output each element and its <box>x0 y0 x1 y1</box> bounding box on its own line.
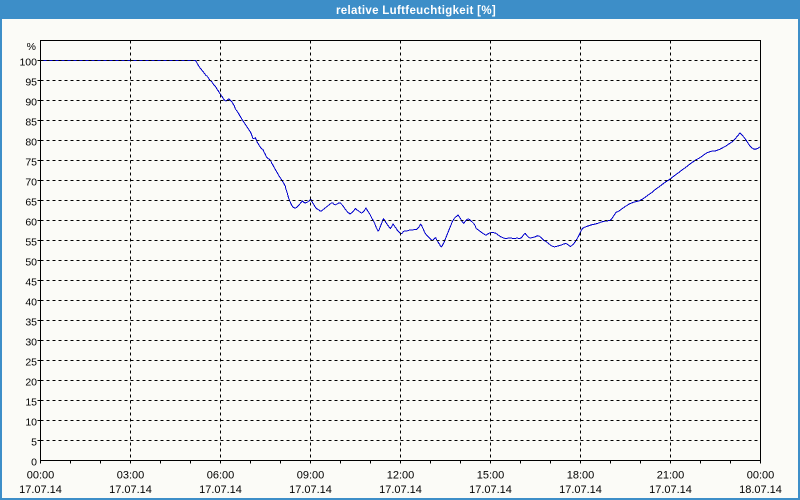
svg-text:35: 35 <box>25 317 37 329</box>
svg-text:17.07.14: 17.07.14 <box>199 484 242 496</box>
svg-text:17.07.14: 17.07.14 <box>19 484 62 496</box>
svg-text:30: 30 <box>25 337 37 349</box>
svg-text:21:00: 21:00 <box>657 470 685 482</box>
svg-text:65: 65 <box>25 197 37 209</box>
svg-text:15: 15 <box>25 397 37 409</box>
svg-text:45: 45 <box>25 277 37 289</box>
svg-text:17.07.14: 17.07.14 <box>379 484 422 496</box>
svg-text:80: 80 <box>25 137 37 149</box>
svg-text:18:00: 18:00 <box>567 470 595 482</box>
svg-text:40: 40 <box>25 297 37 309</box>
svg-text:90: 90 <box>25 97 37 109</box>
svg-text:17.07.14: 17.07.14 <box>109 484 152 496</box>
svg-text:17.07.14: 17.07.14 <box>469 484 512 496</box>
svg-text:20: 20 <box>25 377 37 389</box>
svg-text:06:00: 06:00 <box>207 470 235 482</box>
svg-text:10: 10 <box>25 417 37 429</box>
svg-text:03:00: 03:00 <box>117 470 145 482</box>
svg-text:09:00: 09:00 <box>297 470 325 482</box>
svg-text:70: 70 <box>25 177 37 189</box>
svg-text:55: 55 <box>25 237 37 249</box>
svg-text:relative Luftfeuchtigkeit [%]: relative Luftfeuchtigkeit [%] <box>336 5 496 17</box>
svg-text:15:00: 15:00 <box>477 470 505 482</box>
svg-text:%: % <box>27 41 36 53</box>
svg-text:85: 85 <box>25 117 37 129</box>
svg-text:17.07.14: 17.07.14 <box>649 484 692 496</box>
svg-text:17.07.14: 17.07.14 <box>559 484 602 496</box>
svg-text:17.07.14: 17.07.14 <box>289 484 332 496</box>
svg-text:100: 100 <box>19 57 37 69</box>
svg-text:75: 75 <box>25 157 37 169</box>
svg-text:95: 95 <box>25 77 37 89</box>
svg-text:00:00: 00:00 <box>27 470 55 482</box>
svg-text:5: 5 <box>31 437 37 449</box>
svg-text:60: 60 <box>25 217 37 229</box>
svg-text:18.07.14: 18.07.14 <box>739 484 782 496</box>
svg-text:0: 0 <box>31 457 37 469</box>
svg-text:50: 50 <box>25 257 37 269</box>
svg-text:12:00: 12:00 <box>387 470 415 482</box>
svg-text:00:00: 00:00 <box>747 470 775 482</box>
svg-text:25: 25 <box>25 357 37 369</box>
